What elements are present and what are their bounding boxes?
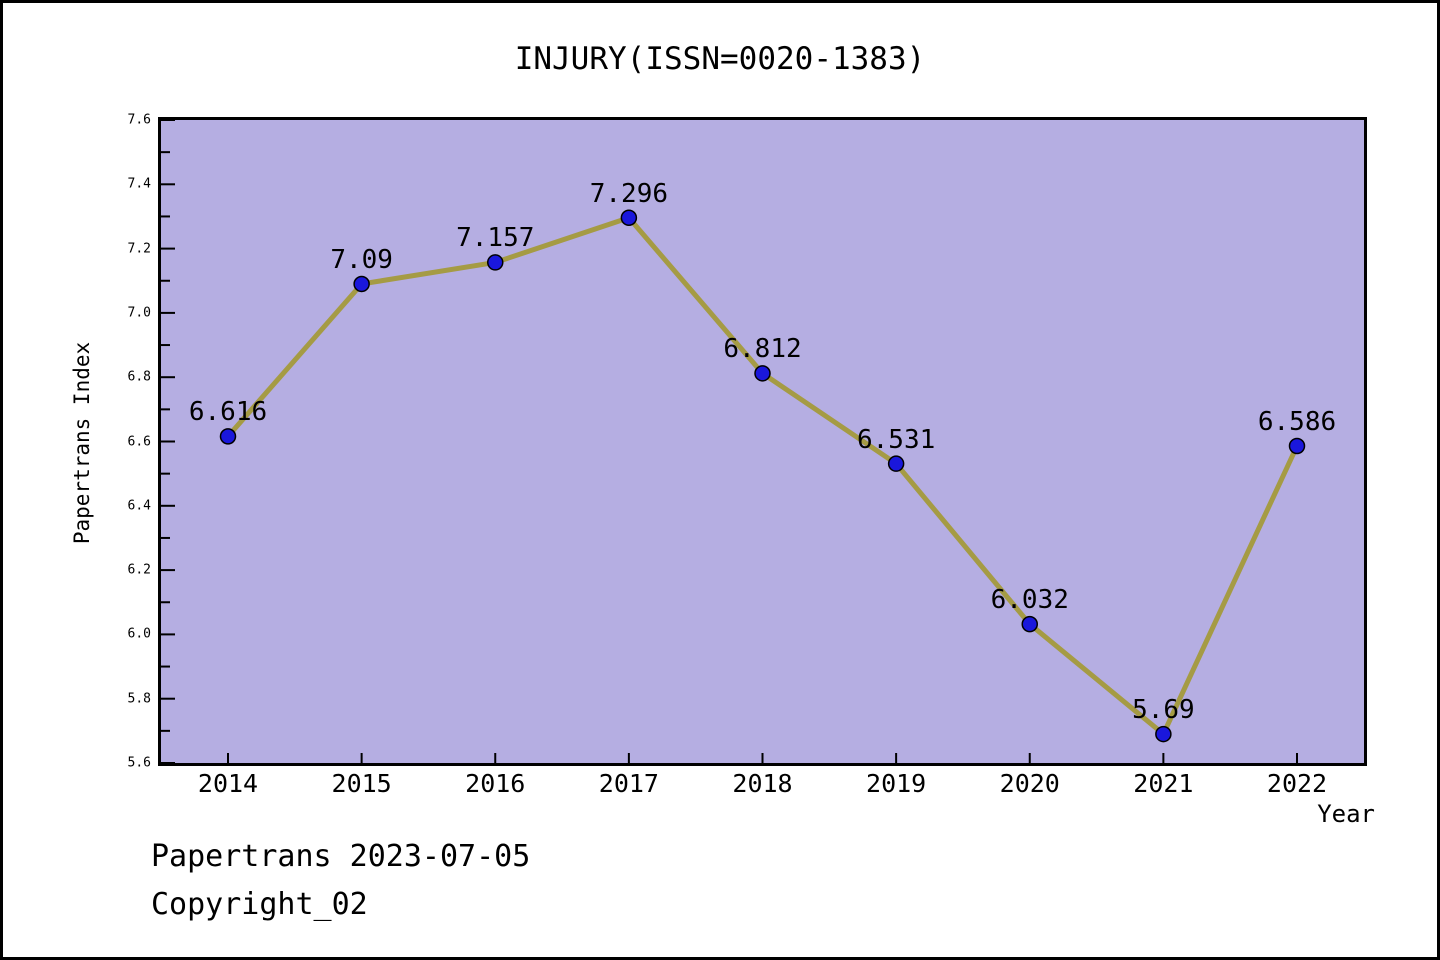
plot-background — [161, 120, 1364, 763]
data-point — [1021, 615, 1038, 633]
data-point — [353, 275, 370, 293]
x-tick-label: 2019 — [866, 769, 927, 798]
x-tick-label: 2020 — [999, 769, 1060, 798]
data-point — [887, 455, 905, 472]
y-tick-label: 6.8 — [127, 369, 151, 385]
x-tick-label: 2018 — [732, 769, 793, 798]
line-chart-canvas — [161, 120, 1364, 763]
y-tick-label: 7.6 — [127, 112, 151, 128]
x-tick-label: 2014 — [197, 769, 259, 798]
y-tick-label: 7.2 — [127, 241, 151, 257]
y-tick-label: 7.0 — [127, 305, 151, 321]
data-point — [754, 365, 771, 382]
x-tick-label: 2022 — [1266, 769, 1328, 798]
y-tick-label: 5.6 — [127, 755, 151, 771]
data-point — [1155, 725, 1172, 743]
x-tick-label: 2021 — [1133, 769, 1194, 798]
y-tick-label: 6.6 — [127, 434, 151, 449]
chart-title: INJURY(ISSN=0020-1383) — [514, 41, 926, 77]
data-point — [620, 209, 638, 226]
y-tick-label: 6.0 — [127, 626, 151, 642]
y-tick-label: 7.4 — [127, 176, 151, 192]
x-tick-label: 2015 — [331, 769, 392, 798]
data-point — [487, 254, 504, 271]
data-point — [1288, 437, 1306, 455]
y-axis-label: Papertrans Index — [70, 341, 94, 545]
x-tick-label: 2016 — [465, 769, 526, 798]
data-point — [219, 428, 237, 445]
x-axis-label: Year — [1317, 800, 1375, 828]
y-tick-label: 6.4 — [127, 498, 151, 514]
footer-copyright: Copyright_02 — [151, 887, 368, 922]
y-tick-label: 6.2 — [127, 562, 151, 578]
y-tick-label: 5.8 — [127, 691, 151, 707]
x-tick-label: 2017 — [598, 769, 659, 798]
plot-area — [158, 117, 1367, 766]
footer-source-date: Papertrans 2023-07-05 — [151, 839, 531, 874]
